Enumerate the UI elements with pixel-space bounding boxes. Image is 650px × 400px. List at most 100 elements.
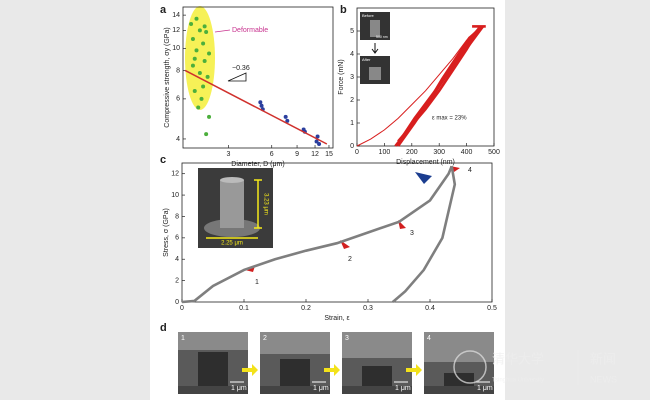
point	[204, 30, 209, 35]
y-tick-label: 14	[172, 12, 180, 19]
point	[196, 105, 201, 110]
x-tick-label: 0.2	[301, 305, 311, 312]
stage-label: 2	[348, 256, 352, 263]
y-tick-label: 10	[171, 192, 179, 199]
step-arrow	[406, 364, 422, 376]
x-tick-label: 0.3	[363, 305, 373, 312]
y-tick-label: 8	[175, 213, 179, 220]
y-tick-label: 2	[350, 97, 354, 104]
watermark-section: 新闻	[590, 351, 616, 366]
x-tick-label: 100	[379, 149, 391, 156]
sem-texture	[260, 332, 330, 354]
y-tick-label: 5	[350, 28, 354, 35]
x-tick-label: 0	[355, 149, 359, 156]
deformable-highlight	[185, 6, 215, 110]
watermark-name-en: Tsinghua University	[492, 378, 544, 384]
curve	[356, 26, 481, 147]
x-tick-label: 6	[270, 151, 274, 158]
annotation: Deformable	[232, 27, 268, 34]
scale-label: 1 μm	[395, 385, 411, 392]
y-tick-label: 4	[350, 51, 354, 58]
point	[194, 16, 199, 21]
point	[315, 134, 320, 139]
point	[314, 139, 319, 144]
point	[207, 51, 212, 56]
x-tick-label: 3	[226, 151, 230, 158]
frame-label: 1	[181, 335, 185, 342]
slope-triangle	[227, 72, 247, 82]
point	[204, 132, 209, 137]
step-arrow	[242, 364, 258, 376]
scale-label: 1 μm	[477, 385, 493, 392]
stage-label: 3	[410, 230, 414, 237]
point	[207, 114, 212, 119]
x-tick-label: 15	[325, 151, 333, 158]
point	[202, 59, 207, 64]
y-axis-label: Compressive strength, σy (GPa)	[164, 27, 171, 127]
point	[317, 142, 322, 147]
y-tick-label: 10	[172, 45, 180, 52]
inset-pillar: 3.23 μm 2.25 μm	[198, 168, 273, 248]
plot-frame	[182, 6, 334, 149]
y-tick-label: 3	[350, 74, 354, 81]
point	[201, 84, 206, 89]
x-tick-label: 12	[311, 151, 319, 158]
inset-width: 2.25 μm	[221, 241, 243, 247]
curve	[391, 165, 457, 303]
point	[201, 41, 206, 46]
scale-label: 1 μm	[313, 385, 329, 392]
panel-label: b	[340, 4, 347, 16]
point	[283, 114, 288, 119]
y-tick-label: 4	[176, 136, 180, 143]
y-tick-label: 2	[175, 277, 179, 284]
stage-label: 4	[468, 167, 472, 174]
x-tick-label: 9	[295, 151, 299, 158]
y-tick-label: 12	[171, 171, 179, 178]
point	[194, 48, 199, 53]
sem-texture	[178, 332, 248, 350]
curve	[397, 25, 484, 147]
y-tick-label: 6	[175, 235, 179, 242]
x-tick-label: 300	[433, 149, 445, 156]
substrate	[424, 386, 494, 394]
x-tick-label: 400	[461, 149, 473, 156]
watermark-name: 清华大学	[492, 351, 544, 366]
x-axis-label: Displacement (nm)	[396, 159, 455, 166]
substrate	[260, 386, 330, 394]
y-tick-label: 8	[176, 67, 180, 74]
x-axis-label: Diameter, D (μm)	[231, 161, 284, 168]
y-tick-label: 12	[172, 27, 180, 34]
plot-frame	[181, 162, 493, 303]
x-tick-label: 0	[180, 305, 184, 312]
x-tick-label: 500	[488, 149, 500, 156]
point	[197, 28, 202, 33]
point	[192, 88, 197, 93]
annotation: ε max = 23%	[432, 116, 467, 122]
y-tick-label: 4	[175, 256, 179, 263]
annotation: −0.36	[232, 65, 250, 72]
peak-arrow	[415, 172, 432, 184]
watermark-section-en: NEWS	[590, 374, 617, 384]
substrate	[342, 386, 412, 394]
point	[197, 70, 202, 75]
y-tick-label: 0	[175, 299, 179, 306]
pillar	[362, 366, 392, 386]
inset-arrow	[371, 43, 379, 54]
scale-label: 500 nm	[376, 35, 388, 39]
x-tick-label: 0.5	[487, 305, 497, 312]
frame-label: 4	[427, 335, 431, 342]
point	[192, 56, 197, 61]
inset-before: Before 500 nm After	[360, 12, 390, 84]
point	[205, 74, 210, 79]
watermark: 清华大学 Tsinghua University 新闻 NEWS	[453, 350, 617, 385]
y-tick-label: 1	[350, 120, 354, 127]
inset-label: After	[362, 57, 371, 62]
sem-texture	[342, 332, 412, 358]
frame-label: 3	[345, 335, 349, 342]
sem-frames: 1 1 μm 2 1 μm 3 1 μm 4 1 μm	[178, 332, 494, 394]
curve	[181, 165, 453, 304]
point	[202, 24, 207, 29]
point	[259, 103, 264, 108]
